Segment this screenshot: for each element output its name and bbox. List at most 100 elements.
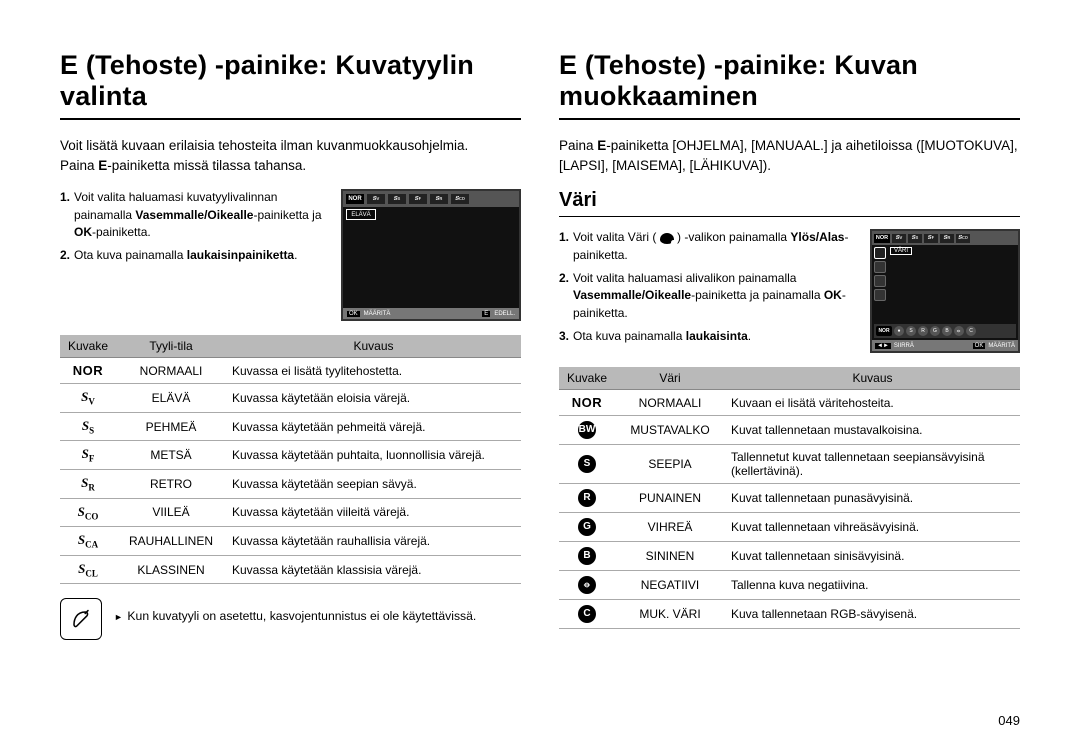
step-item: 1.Voit valita Väri ( ) -valikon painamal… <box>559 229 856 264</box>
cell-icon: B <box>559 542 615 571</box>
lcd-label-back: EDELL. <box>494 311 515 317</box>
cell-icon: C <box>559 600 615 629</box>
cell-desc: Kuvassa käytetään puhtaita, luonnollisia… <box>226 441 521 470</box>
lcd-chip: 𝑺v <box>892 234 906 243</box>
cell-desc: Kuvat tallennetaan sinisävyisinä. <box>725 542 1020 571</box>
table-header: Kuvaus <box>226 335 521 358</box>
cell-mode: MUSTAVALKO <box>615 416 725 445</box>
table-row: RPUNAINENKuvat tallennetaan punasävyisin… <box>559 484 1020 513</box>
right-steps-row: 1.Voit valita Väri ( ) -valikon painamal… <box>559 229 1020 353</box>
table-row: SRRETROKuvassa käytetään seepian sävyä. <box>60 470 521 499</box>
cell-mode: PEHMEÄ <box>116 412 226 441</box>
cell-icon: BW <box>559 416 615 445</box>
cell-icon: SF <box>60 441 116 470</box>
table-row: ⦵NEGATIIVITallenna kuva negatiivina. <box>559 571 1020 600</box>
note-box: Kun kuvatyyli on asetettu, kasvojentunni… <box>60 598 521 640</box>
cell-icon: NOR <box>60 358 116 384</box>
section-heading: Väri <box>559 189 1020 212</box>
strip-dot: R <box>918 326 928 336</box>
step-item: 1.Voit valita haluamasi kuvatyylivalinna… <box>60 189 327 241</box>
lcd-key-ok: OK <box>973 343 986 349</box>
step-item: 2.Voit valita haluamasi alivalikon paina… <box>559 270 856 322</box>
left-heading: E (Tehoste) -painike: Kuvatyylin valinta <box>60 50 521 112</box>
cell-mode: RETRO <box>116 470 226 499</box>
lcd-footer: OK MÄÄRITÄ E EDELL. <box>343 308 519 319</box>
cell-desc: Kuvassa käytetään viileitä värejä. <box>226 498 521 527</box>
table-row: CMUK. VÄRIKuva tallennetaan RGB-sävyisen… <box>559 600 1020 629</box>
cell-mode: MUK. VÄRI <box>615 600 725 629</box>
cell-icon: NOR <box>559 390 615 416</box>
lcd-side-icon <box>874 247 886 259</box>
lcd-preview-right: NOR 𝑺v 𝑺s 𝑺ꜰ 𝑺ʀ 𝑺co VÄRI NOR ● <box>870 229 1020 353</box>
lcd-side-icons <box>874 247 886 301</box>
lcd-label-move: SIIRRÄ <box>894 343 914 349</box>
table-row: NORNORMAALIKuvassa ei lisätä tyylitehost… <box>60 358 521 384</box>
lcd-side-icon <box>874 275 886 287</box>
lcd-preview-left: NOR 𝑺v 𝑺s 𝑺ꜰ 𝑺ʀ 𝑺co ELÄVÄ OK MÄÄRITÄ E E… <box>341 189 521 321</box>
intro-bold: E <box>597 138 606 153</box>
cell-mode: SEEPIA <box>615 445 725 484</box>
table-header: Kuvaus <box>725 367 1020 390</box>
cell-desc: Kuvat tallennetaan punasävyisinä. <box>725 484 1020 513</box>
intro-bold: E <box>98 158 107 173</box>
right-column: E (Tehoste) -painike: Kuvan muokkaaminen… <box>559 50 1020 640</box>
cell-desc: Kuvassa käytetään rauhallisia värejä. <box>226 527 521 556</box>
cell-desc: Kuvat tallennetaan mustavalkoisina. <box>725 416 1020 445</box>
left-table: KuvakeTyyli-tilaKuvaus NORNORMAALIKuvass… <box>60 335 521 584</box>
cell-desc: Tallenna kuva negatiivina. <box>725 571 1020 600</box>
lcd-side-icon <box>874 261 886 273</box>
table-header: Kuvake <box>559 367 615 390</box>
table-row: SVELÄVÄKuvassa käytetään eloisia värejä. <box>60 384 521 413</box>
cell-icon: SCA <box>60 527 116 556</box>
right-steps: 1.Voit valita Väri ( ) -valikon painamal… <box>559 229 856 351</box>
lcd-selected-label: ELÄVÄ <box>346 209 376 220</box>
cell-mode: ELÄVÄ <box>116 384 226 413</box>
table-row: BSININENKuvat tallennetaan sinisävyisinä… <box>559 542 1020 571</box>
table-row: SCOVIILEÄKuvassa käytetään viileitä väre… <box>60 498 521 527</box>
cell-mode: RAUHALLINEN <box>116 527 226 556</box>
lcd-label-set: MÄÄRITÄ <box>364 311 391 317</box>
table-header: Tyyli-tila <box>116 335 226 358</box>
left-steps-row: 1.Voit valita haluamasi kuvatyylivalinna… <box>60 189 521 321</box>
intro-pre: Paina <box>60 158 98 173</box>
intro-line1: Voit lisätä kuvaan erilaisia tehosteita … <box>60 138 468 153</box>
cell-desc: Kuvassa käytetään pehmeitä värejä. <box>226 412 521 441</box>
lcd-chip: 𝑺ʀ <box>430 194 448 204</box>
cell-mode: METSÄ <box>116 441 226 470</box>
cell-desc: Kuvassa käytetään seepian sävyä. <box>226 470 521 499</box>
table-row: BWMUSTAVALKOKuvat tallennetaan mustavalk… <box>559 416 1020 445</box>
lcd-chip-nor: NOR <box>874 234 890 243</box>
page-number: 049 <box>998 713 1020 728</box>
note-text: Kun kuvatyyli on asetettu, kasvojentunni… <box>114 598 476 625</box>
lcd-chip: 𝑺v <box>367 194 385 204</box>
lcd-chip: 𝑺ʀ <box>940 234 954 243</box>
cell-icon: S <box>559 445 615 484</box>
lcd-chip: 𝑺co <box>956 234 970 243</box>
cell-desc: Kuvassa käytetään eloisia värejä. <box>226 384 521 413</box>
strip-dot: S <box>906 326 916 336</box>
lcd-key-move: ◄► <box>875 343 891 349</box>
table-row: NORNORMAALIKuvaan ei lisätä väritehostei… <box>559 390 1020 416</box>
rule <box>559 216 1020 217</box>
strip-dot: C <box>966 326 976 336</box>
cell-icon: SS <box>60 412 116 441</box>
lcd-selected-label: VÄRI <box>890 247 912 255</box>
cell-mode: NORMAALI <box>116 358 226 384</box>
lcd-color-strip: NOR ● S R G B ⦵ C <box>874 324 1016 338</box>
cell-mode: KLASSINEN <box>116 555 226 584</box>
cell-desc: Kuvat tallennetaan vihreäsävyisinä. <box>725 513 1020 542</box>
lcd-side-icon <box>874 289 886 301</box>
cell-desc: Kuvassa ei lisätä tyylitehostetta. <box>226 358 521 384</box>
intro-pre: Paina <box>559 138 597 153</box>
left-steps: 1.Voit valita haluamasi kuvatyylivalinna… <box>60 189 327 271</box>
cell-desc: Tallennetut kuvat tallennetaan seepiansä… <box>725 445 1020 484</box>
strip-dot: G <box>930 326 940 336</box>
right-heading: E (Tehoste) -painike: Kuvan muokkaaminen <box>559 50 1020 112</box>
cell-icon: SR <box>60 470 116 499</box>
cell-mode: NORMAALI <box>615 390 725 416</box>
table-header: Kuvake <box>60 335 116 358</box>
cell-desc: Kuvaan ei lisätä väritehosteita. <box>725 390 1020 416</box>
cell-mode: NEGATIIVI <box>615 571 725 600</box>
table-row: SSEEPIATallennetut kuvat tallennetaan se… <box>559 445 1020 484</box>
cell-icon: SCO <box>60 498 116 527</box>
